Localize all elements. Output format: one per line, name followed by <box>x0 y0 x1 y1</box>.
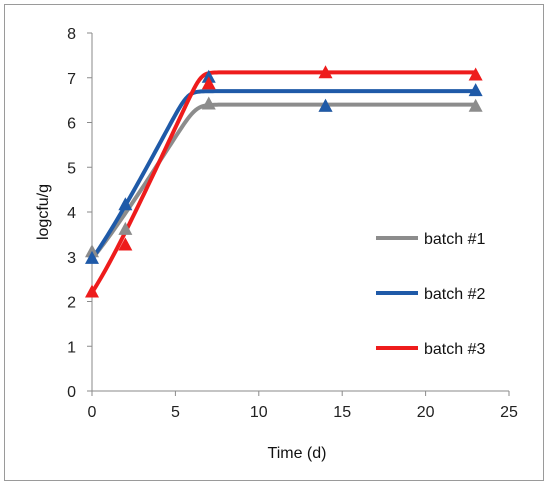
y-tick-label: 4 <box>67 205 76 222</box>
y-tick-label: 7 <box>67 71 76 88</box>
legend-label-batch-2: batch #2 <box>424 286 485 303</box>
data-point-batch-2 <box>118 197 133 211</box>
fit-curve-batch-3 <box>90 70 478 295</box>
y-tick-label: 0 <box>67 384 76 401</box>
data-point-batch-1 <box>118 221 133 235</box>
x-tick-label: 10 <box>250 404 268 421</box>
data-point-batch-1 <box>468 98 483 112</box>
data-point-batch-2 <box>85 250 99 264</box>
fit-curve-batch-2 <box>90 89 478 261</box>
data-point-batch-3 <box>85 284 99 298</box>
data-point-batch-1 <box>85 244 99 258</box>
fit-curves <box>90 70 478 295</box>
data-point-batch-2 <box>201 69 216 83</box>
y-tick-label: 5 <box>67 160 76 177</box>
x-tick-label: 5 <box>171 404 180 421</box>
y-tick-label: 2 <box>67 295 76 312</box>
x-tick-label: 20 <box>417 404 435 421</box>
data-point-batch-2 <box>318 98 333 112</box>
legend-label-batch-1: batch #1 <box>424 231 485 248</box>
axes: 0 1 2 3 4 5 6 7 8 0 5 10 15 20 25 <box>67 26 518 421</box>
x-tick-label: 15 <box>333 404 351 421</box>
data-markers <box>85 65 483 298</box>
data-point-batch-3 <box>468 67 483 81</box>
legend-label-batch-3: batch #3 <box>424 341 485 358</box>
y-tick-label: 3 <box>67 250 76 267</box>
chart-frame <box>4 4 544 481</box>
y-tick-label: 8 <box>67 26 76 43</box>
y-axis-title: logcfu/g <box>35 184 52 240</box>
x-tick-label: 25 <box>500 404 518 421</box>
x-axis-title: Time (d) <box>268 445 327 462</box>
data-point-batch-3 <box>201 76 216 90</box>
data-point-batch-1 <box>201 96 216 110</box>
data-point-batch-3 <box>118 237 133 251</box>
data-point-batch-3 <box>318 65 333 79</box>
x-tick-label: 0 <box>88 404 97 421</box>
y-tick-label: 1 <box>67 339 76 356</box>
legend: batch #1 batch #2 batch #3 <box>376 231 485 358</box>
data-point-batch-2 <box>468 83 483 97</box>
y-tick-label: 6 <box>67 116 76 133</box>
